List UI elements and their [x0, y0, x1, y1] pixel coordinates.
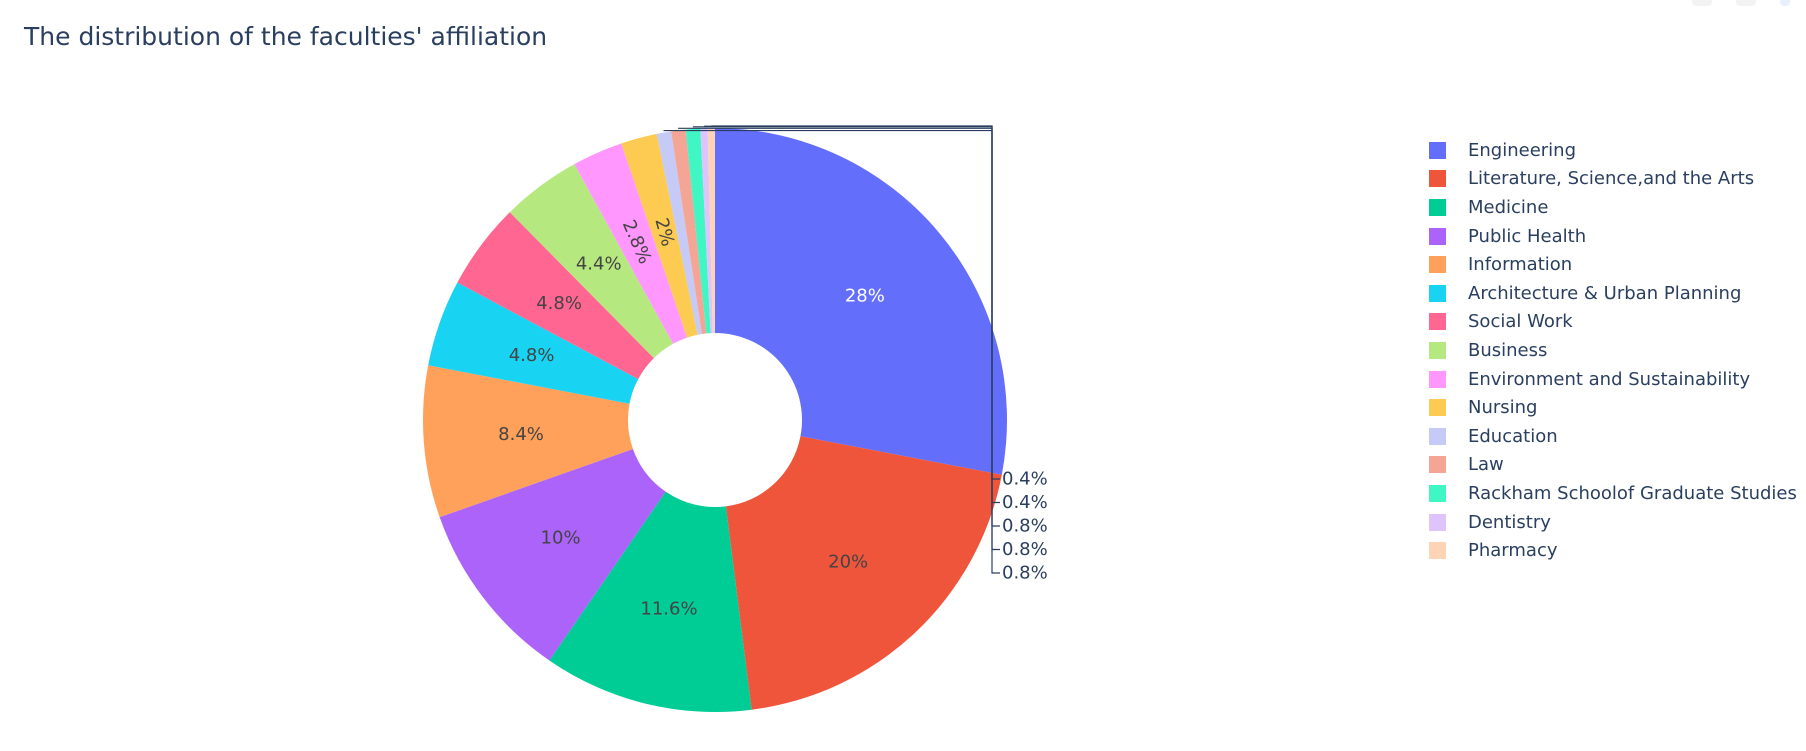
legend: Engineering Literature, Science,and the A…	[1429, 136, 1797, 565]
slice-nursing[interactable]	[621, 133, 698, 338]
legend-item[interactable]: Public Health	[1429, 222, 1797, 251]
legend-swatch	[1429, 284, 1446, 302]
slice-law[interactable]	[671, 129, 707, 334]
legend-item[interactable]: Medicine	[1429, 193, 1797, 222]
slice-value-label: 0.8%	[1002, 516, 1048, 537]
legend-swatch	[1429, 141, 1446, 159]
slice-value-label: 8.4%	[498, 424, 544, 445]
modebar-button[interactable]	[1736, 0, 1756, 6]
slice-value-label: 0.4%	[1002, 492, 1048, 513]
legend-label: Literature, Science,and the Arts	[1468, 168, 1755, 190]
legend-swatch	[1429, 198, 1446, 216]
legend-swatch	[1429, 484, 1446, 502]
slice-value-label: 0.8%	[1002, 539, 1048, 560]
legend-item[interactable]: Nursing	[1429, 393, 1797, 422]
legend-item[interactable]: Information	[1429, 250, 1797, 279]
slice-literature-science-and-the-arts[interactable]	[725, 436, 1002, 710]
slice-value-label: 4.8%	[536, 293, 582, 314]
slice-value-label: 11.6%	[640, 598, 697, 619]
legend-swatch	[1429, 513, 1446, 531]
slice-public-health[interactable]	[439, 448, 666, 661]
legend-item[interactable]: Law	[1429, 451, 1797, 480]
slice-group	[422, 128, 1007, 712]
legend-item[interactable]: Pharmacy	[1429, 536, 1797, 565]
modebar[interactable]	[1692, 0, 1790, 6]
slice-dentistry[interactable]	[700, 128, 713, 334]
legend-swatch	[1429, 399, 1446, 417]
legend-label: Dentistry	[1468, 511, 1551, 533]
legend-label: Nursing	[1468, 397, 1538, 419]
legend-swatch	[1429, 427, 1446, 445]
legend-label: Business	[1468, 339, 1548, 361]
slice-value-label: 10%	[541, 528, 581, 549]
slice-value-label: 0.4%	[1002, 469, 1048, 490]
legend-swatch	[1429, 170, 1446, 188]
slice-engineering[interactable]	[715, 128, 1007, 475]
legend-label: Rackham Schoolof Graduate Studies	[1468, 482, 1797, 504]
legend-label: Information	[1468, 254, 1573, 276]
legend-swatch	[1429, 313, 1446, 331]
slice-pharmacy[interactable]	[707, 128, 715, 334]
slice-business[interactable]	[509, 164, 674, 359]
modebar-button[interactable]	[1692, 0, 1712, 6]
slice-medicine[interactable]	[549, 491, 752, 712]
legend-swatch	[1429, 341, 1446, 359]
legend-swatch	[1429, 370, 1446, 388]
slice-value-label: 4.4%	[576, 254, 622, 275]
slice-value-label: 20%	[828, 551, 868, 572]
legend-item[interactable]: Social Work	[1429, 308, 1797, 337]
legend-item[interactable]: Dentistry	[1429, 508, 1797, 537]
legend-label: Medicine	[1468, 196, 1549, 218]
legend-swatch	[1429, 456, 1446, 474]
slice-rackham-schoolof-graduate-studies[interactable]	[685, 128, 711, 334]
slice-value-label: 4.8%	[509, 345, 555, 366]
slice-education[interactable]	[656, 131, 702, 335]
legend-label: Engineering	[1468, 139, 1576, 161]
slice-social-work[interactable]	[457, 212, 654, 380]
legend-swatch	[1429, 256, 1446, 274]
slice-value-label: 28%	[845, 286, 885, 307]
modebar-button[interactable]	[1780, 0, 1790, 6]
slice-environment-and-sustainability[interactable]	[574, 143, 688, 344]
legend-swatch	[1429, 227, 1446, 245]
legend-label: Education	[1468, 425, 1558, 447]
legend-item[interactable]: Education	[1429, 422, 1797, 451]
legend-item[interactable]: Environment and Sustainability	[1429, 365, 1797, 394]
legend-label: Social Work	[1468, 311, 1573, 333]
legend-label: Environment and Sustainability	[1468, 368, 1751, 390]
chart-title: The distribution of the faculties' affil…	[24, 22, 548, 51]
leader-line	[711, 125, 1000, 480]
slice-value-label: 0.8%	[1002, 563, 1048, 584]
legend-swatch	[1429, 542, 1446, 560]
legend-label: Architecture & Urban Planning	[1468, 282, 1742, 304]
legend-item[interactable]: Architecture & Urban Planning	[1429, 279, 1797, 308]
legend-item[interactable]: Literature, Science,and the Arts	[1429, 165, 1797, 194]
legend-label: Law	[1468, 454, 1504, 476]
slice-architecture-urban-planning[interactable]	[428, 282, 639, 404]
legend-label: Pharmacy	[1468, 540, 1558, 562]
slice-information[interactable]	[422, 365, 633, 518]
legend-item[interactable]: Business	[1429, 336, 1797, 365]
label-group: 28%20%11.6%10%8.4%4.8%4.8%4.4%2.8%2%0.8%…	[498, 125, 1048, 619]
legend-label: Public Health	[1468, 225, 1587, 247]
legend-item[interactable]: Rackham Schoolof Graduate Studies	[1429, 479, 1797, 508]
legend-item[interactable]: Engineering	[1429, 136, 1797, 165]
